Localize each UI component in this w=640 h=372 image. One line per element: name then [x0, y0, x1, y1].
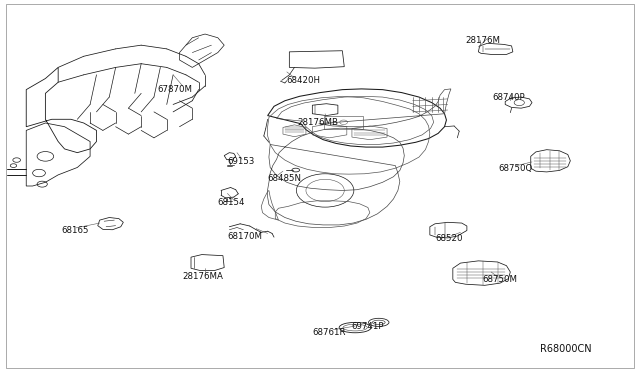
Text: 68520: 68520 [435, 234, 463, 243]
Text: 68170M: 68170M [227, 231, 262, 241]
Text: 68420H: 68420H [287, 76, 321, 85]
Text: 68485N: 68485N [268, 174, 301, 183]
Text: 68165: 68165 [61, 226, 89, 235]
Text: 69153: 69153 [227, 157, 255, 166]
Text: 67870M: 67870M [157, 85, 192, 94]
Text: 68761R: 68761R [312, 328, 346, 337]
Text: 28176MA: 28176MA [182, 272, 223, 281]
Text: 28176M: 28176M [466, 36, 500, 45]
Text: 28176MB: 28176MB [298, 119, 339, 128]
Text: R68000CN: R68000CN [540, 344, 592, 354]
Text: 68750M: 68750M [483, 275, 518, 284]
Bar [324, 116, 364, 129]
Text: 68750Q: 68750Q [499, 164, 533, 173]
Text: 68154: 68154 [218, 198, 245, 207]
Text: 68740P: 68740P [492, 93, 525, 102]
Text: 69741P: 69741P [351, 322, 384, 331]
